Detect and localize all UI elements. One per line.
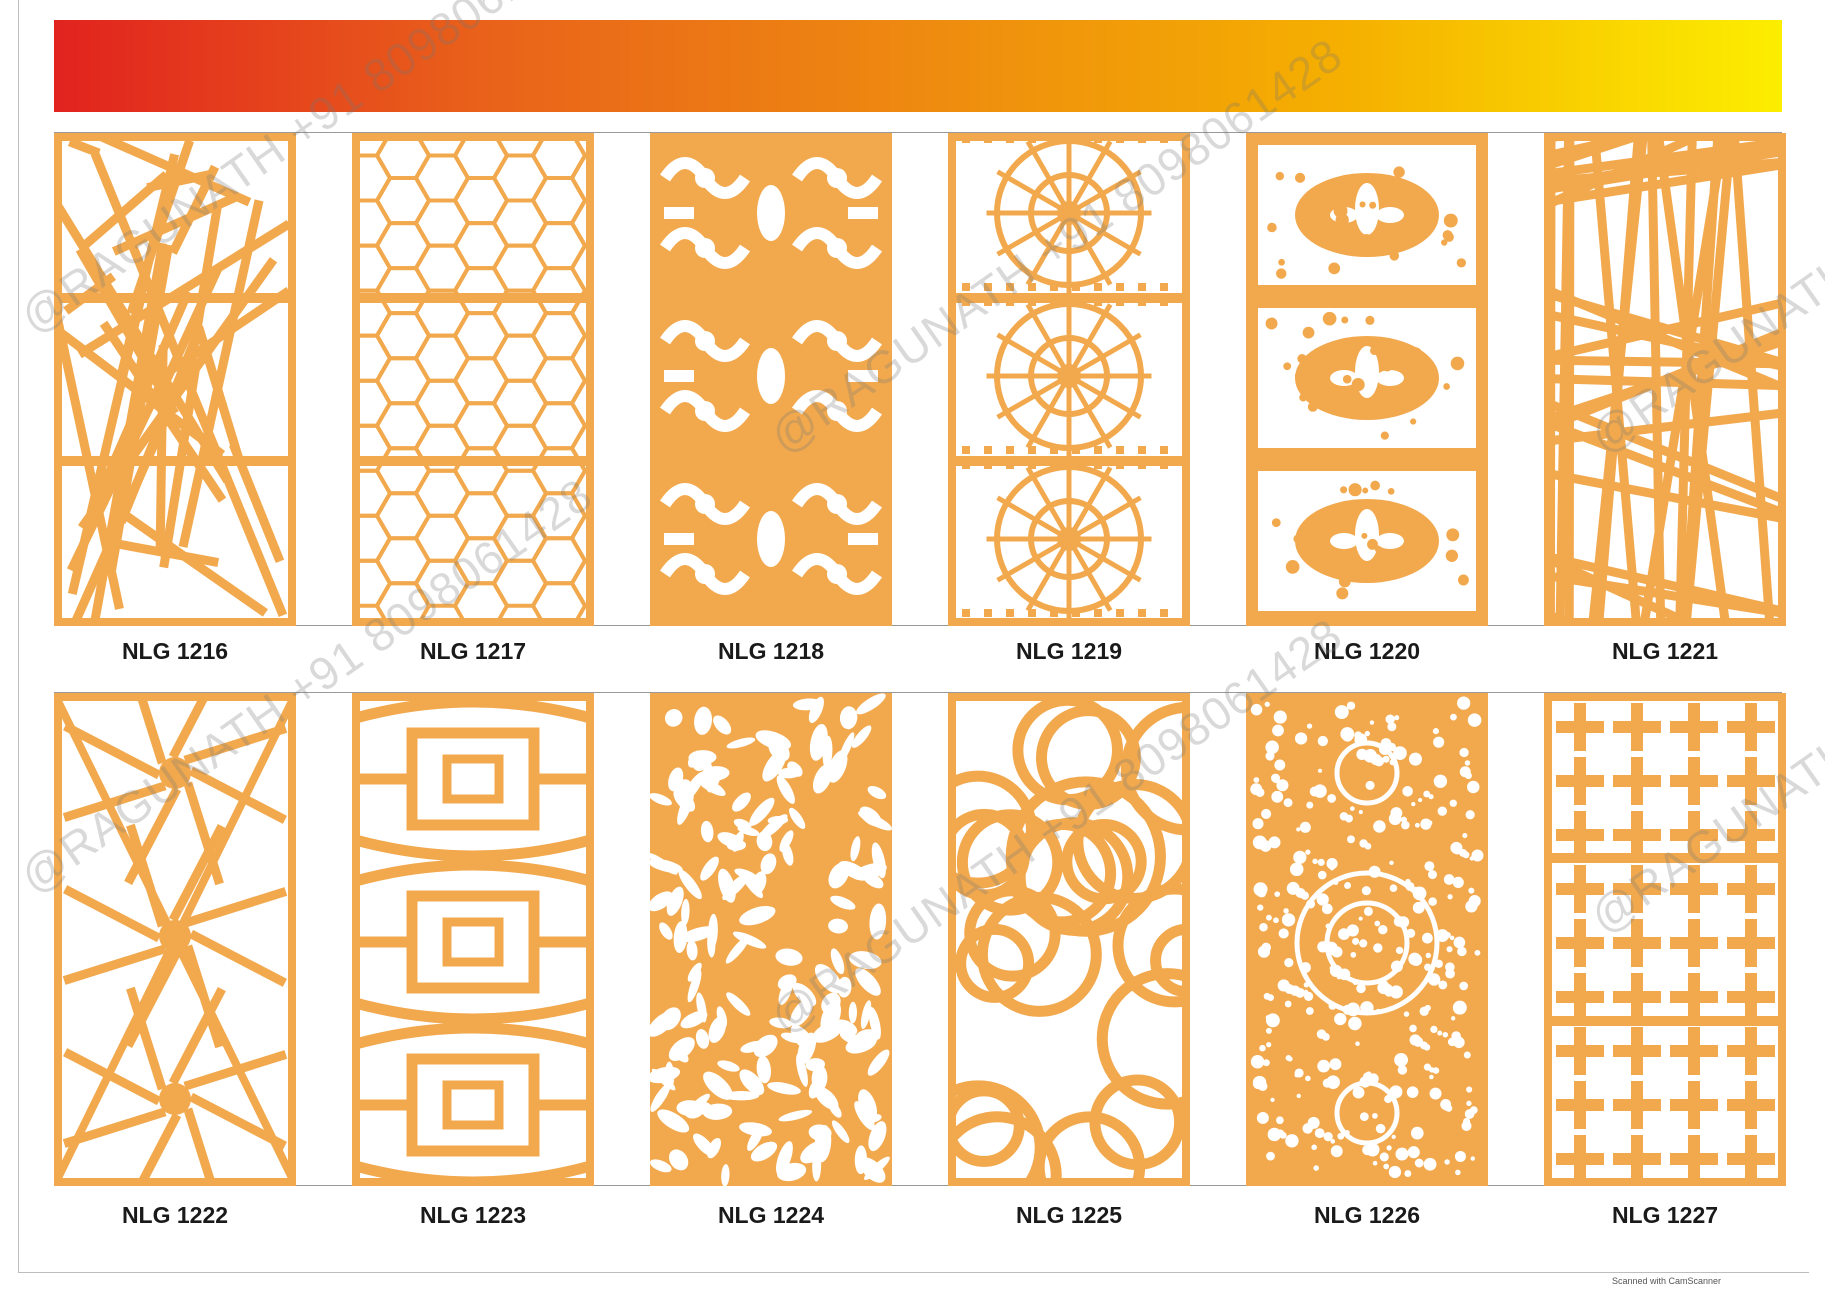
panel-1218-pattern [650,133,892,626]
caption-1221: NLG 1221 [1611,638,1719,664]
scanner-note: Scanned with CamScanner [1612,1276,1722,1286]
panel-1216 [54,133,296,626]
panel-1219-pattern [948,133,1190,626]
panel-1222-pattern [54,693,296,1186]
panel-1220-pattern [1246,133,1488,626]
panel-1219 [948,133,1190,626]
panel-1222 [54,693,296,1186]
page-frame [18,0,1809,1273]
caption-1222: NLG 1222 [121,1202,229,1228]
panel-1223-pattern [352,693,594,1186]
caption-1225: NLG 1225 [1015,1202,1123,1228]
panel-1225-pattern [948,693,1190,1186]
caption-1226: NLG 1226 [1313,1202,1421,1228]
panel-1226-pattern [1246,693,1488,1186]
caption-1220: NLG 1220 [1313,638,1421,664]
caption-1224: NLG 1224 [717,1202,825,1228]
caption-1218: NLG 1218 [717,638,825,664]
panel-1217-pattern [352,133,594,626]
panel-1217 [352,133,594,626]
panel-1226 [1246,693,1488,1186]
panel-1227-pattern [1544,693,1786,1186]
panel-row-2 [54,692,1786,1186]
panel-row-1 [54,132,1786,626]
panel-1221 [1544,133,1786,626]
panel-1224 [650,693,892,1186]
gradient-banner [54,20,1782,112]
panel-1221-pattern [1544,133,1786,626]
panel-1224-pattern [650,693,892,1186]
panel-1218 [650,133,892,626]
panel-1223 [352,693,594,1186]
panel-1227 [1544,693,1786,1186]
caption-1216: NLG 1216 [121,638,229,664]
panel-1225 [948,693,1190,1186]
caption-1227: NLG 1227 [1611,1202,1719,1228]
panel-1216-pattern [54,133,296,626]
panel-1220 [1246,133,1488,626]
caption-1217: NLG 1217 [419,638,527,664]
caption-1219: NLG 1219 [1015,638,1123,664]
caption-1223: NLG 1223 [419,1202,527,1228]
